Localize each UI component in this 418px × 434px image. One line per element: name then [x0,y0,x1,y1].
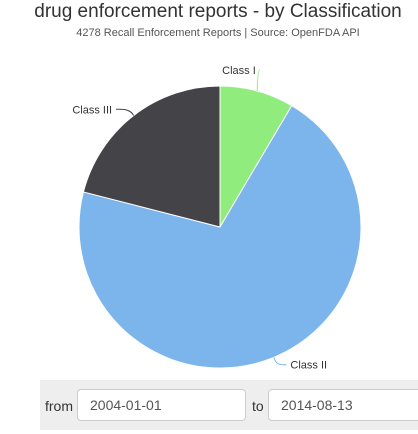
label-connector-class-i [256,69,261,92]
slice-label-class-i: Class I [222,65,256,77]
pie-chart: Class I Class II Class III [72,65,362,372]
label-connector-class-ii [273,357,287,366]
from-label: from [45,398,73,414]
label-connector-class-iii [116,108,135,116]
chart-title: drug enforcement reports - by Classifica… [34,1,402,22]
slice-label-class-ii: Class II [290,360,327,372]
pie-slice-class-ii[interactable] [78,105,362,369]
pie-slices [78,85,362,369]
date-range-bar: from to [40,380,418,430]
to-date-input[interactable] [268,389,418,421]
to-label: to [252,398,264,414]
from-date-input[interactable] [77,389,246,421]
slice-label-class-iii: Class III [72,104,112,116]
pie-labels: Class I Class II Class III [72,65,327,372]
pie-slice-class-iii[interactable] [82,85,221,228]
chart-subtitle: 4278 Recall Enforcement Reports | Source… [76,27,360,39]
